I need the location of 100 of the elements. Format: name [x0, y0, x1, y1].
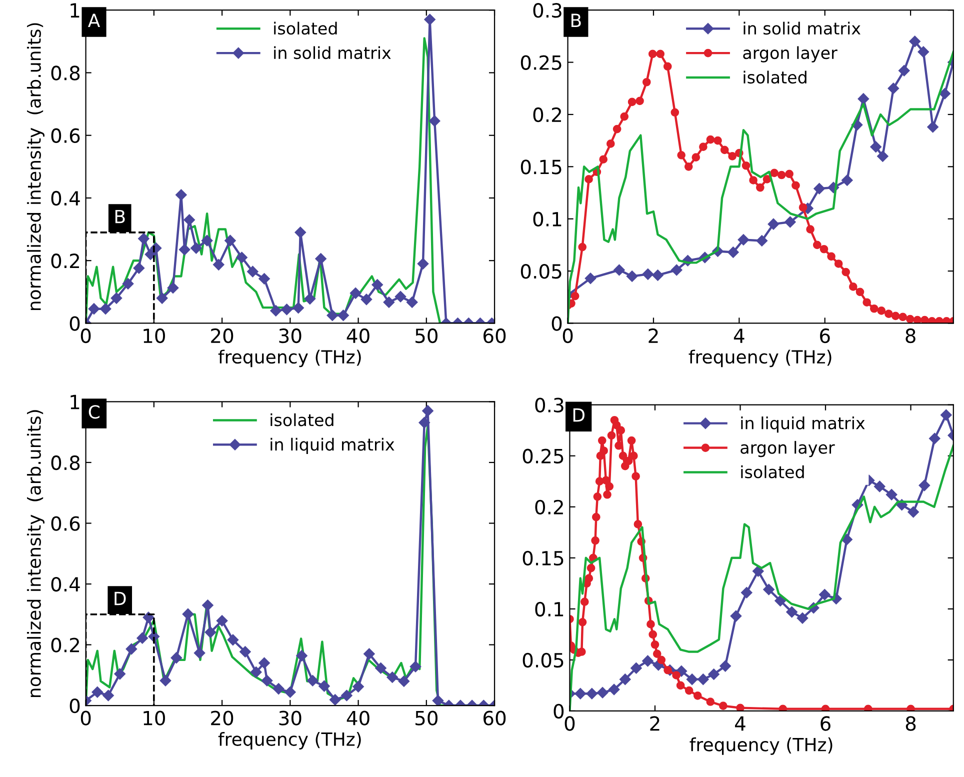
point: [304, 293, 316, 304]
point: [620, 674, 631, 685]
x-tick-label: 50: [416, 710, 438, 726]
point: [699, 142, 708, 151]
point: [728, 246, 739, 258]
point: [877, 150, 888, 162]
point: [677, 151, 686, 160]
point: [939, 88, 950, 100]
point: [786, 606, 798, 618]
point: [626, 270, 638, 282]
point: [338, 310, 349, 322]
point: [258, 273, 270, 284]
y-tick-label: 0.1: [535, 602, 564, 617]
point: [372, 279, 383, 290]
point: [110, 292, 122, 304]
point: [738, 234, 750, 246]
point: [741, 586, 752, 598]
point: [650, 640, 660, 649]
x-axis-title: frequency (THz): [690, 737, 832, 755]
point: [156, 292, 168, 304]
point: [364, 648, 375, 660]
point: [190, 242, 202, 254]
x-axis-title: frequency (THz): [688, 350, 832, 368]
y-tick-label: 0.05: [522, 652, 564, 668]
point: [630, 662, 642, 674]
point: [570, 292, 580, 300]
y-tick-label: 1: [70, 394, 80, 410]
point: [394, 291, 406, 302]
point: [584, 272, 596, 284]
point: [684, 162, 693, 171]
legend-label: in solid matrix: [744, 22, 860, 35]
point: [906, 704, 915, 711]
point: [752, 566, 764, 577]
y-tick-label: 0.1: [533, 212, 562, 227]
y-tick-label: 1: [70, 3, 80, 18]
y-tick-label: 0.4: [51, 190, 80, 206]
point: [777, 170, 786, 180]
point: [706, 135, 715, 144]
x-tick-label: 30: [279, 328, 302, 344]
point: [842, 268, 850, 276]
point: [792, 181, 800, 190]
point: [596, 686, 608, 698]
point: [224, 234, 236, 246]
point: [918, 480, 930, 492]
point: [898, 312, 908, 322]
point: [886, 489, 898, 500]
point: [888, 82, 900, 94]
point: [612, 124, 622, 134]
x-tick-label: 60: [484, 328, 506, 344]
point: [906, 314, 914, 324]
x-tick-label: 60: [484, 710, 506, 726]
point: [350, 288, 362, 299]
point: [798, 203, 808, 212]
x-tick-label: 2: [650, 716, 660, 731]
x-tick-label: 0: [564, 716, 575, 731]
point: [292, 302, 304, 314]
point: [236, 252, 248, 264]
annotation: B: [115, 210, 125, 224]
point: [749, 176, 758, 184]
point: [676, 681, 685, 690]
point: [620, 112, 629, 121]
y-tick-label: 0.15: [520, 160, 562, 174]
legend-label: isolated: [744, 70, 806, 84]
point: [422, 405, 434, 416]
point: [874, 480, 886, 492]
point: [614, 264, 625, 276]
y-tick-label: 0.2: [51, 254, 79, 268]
point: [605, 482, 614, 491]
x-tick-label: 4: [735, 716, 746, 731]
y-tick-label: 0.3: [535, 398, 564, 412]
point: [858, 93, 870, 104]
legend-label: in solid matrix: [274, 46, 391, 60]
point: [708, 668, 720, 680]
point: [607, 431, 616, 440]
point: [642, 78, 651, 86]
legend-label: in liquid matrix: [270, 438, 394, 454]
point: [133, 262, 145, 274]
point: [812, 240, 822, 250]
point: [870, 304, 878, 313]
y-tick-label: 0: [552, 316, 562, 331]
point: [827, 252, 836, 261]
legend-label: in liquid matrix: [741, 416, 865, 433]
x-tick-label: 4: [734, 328, 744, 343]
point: [796, 612, 808, 624]
point: [648, 630, 658, 639]
x-tick-label: 0: [80, 710, 91, 726]
point: [692, 153, 700, 162]
point: [663, 62, 672, 71]
point: [595, 477, 604, 486]
point: [763, 584, 774, 596]
point: [657, 656, 666, 664]
annotation: B: [571, 14, 581, 27]
point: [778, 704, 788, 711]
point: [258, 657, 270, 669]
point: [591, 536, 600, 545]
point: [202, 600, 214, 611]
point: [261, 675, 273, 686]
point: [698, 674, 709, 685]
point: [201, 234, 213, 246]
point: [176, 189, 187, 200]
